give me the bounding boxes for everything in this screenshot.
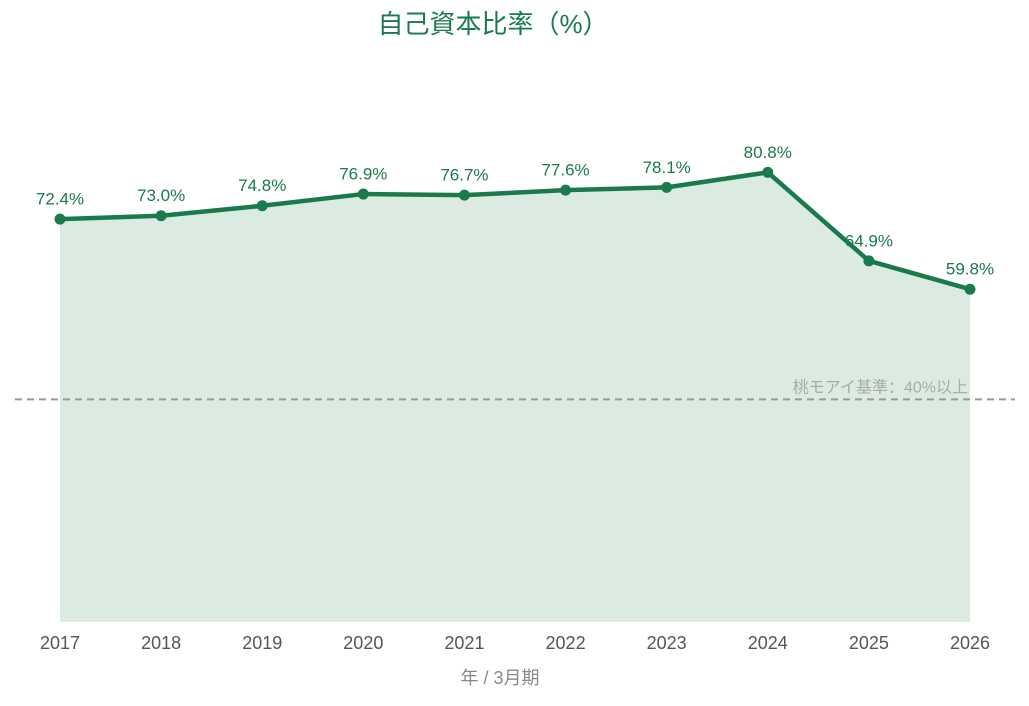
x-tick-label: 2018 xyxy=(141,633,181,653)
point xyxy=(964,283,976,295)
value-label: 74.8% xyxy=(238,176,286,195)
value-label: 76.9% xyxy=(339,165,387,184)
x-tick-label: 2020 xyxy=(343,633,383,653)
x-tick-label: 2023 xyxy=(647,633,687,653)
point xyxy=(560,184,572,196)
x-axis-label: 年 / 3月期 xyxy=(460,668,539,688)
x-tick-label: 2017 xyxy=(40,633,80,653)
point xyxy=(357,188,369,200)
value-label: 64.9% xyxy=(845,231,893,250)
x-tick-label: 2024 xyxy=(748,633,788,653)
x-tick-label: 2026 xyxy=(950,633,990,653)
chart-title: 自己資本比率（%） xyxy=(377,9,608,39)
point xyxy=(155,210,167,222)
x-tick-label: 2021 xyxy=(444,633,484,653)
area xyxy=(60,172,970,622)
value-label: 72.4% xyxy=(36,190,84,209)
value-label: 59.8% xyxy=(946,260,994,279)
value-label: 73.0% xyxy=(137,186,185,205)
value-label: 76.7% xyxy=(440,166,488,185)
x-tick-label: 2019 xyxy=(242,633,282,653)
reference-label: 桃モアイ基準：40%以上 xyxy=(793,379,968,397)
point xyxy=(762,166,774,178)
value-label: 80.8% xyxy=(744,143,792,162)
point xyxy=(54,213,66,225)
point xyxy=(256,200,268,212)
value-label: 78.1% xyxy=(643,158,691,177)
point xyxy=(458,189,470,201)
line xyxy=(59,170,971,292)
x-tick-label: 2022 xyxy=(546,633,586,653)
point xyxy=(661,181,673,193)
x-tick-label: 2025 xyxy=(849,633,889,653)
value-label: 77.6% xyxy=(541,161,589,180)
point xyxy=(863,255,875,267)
